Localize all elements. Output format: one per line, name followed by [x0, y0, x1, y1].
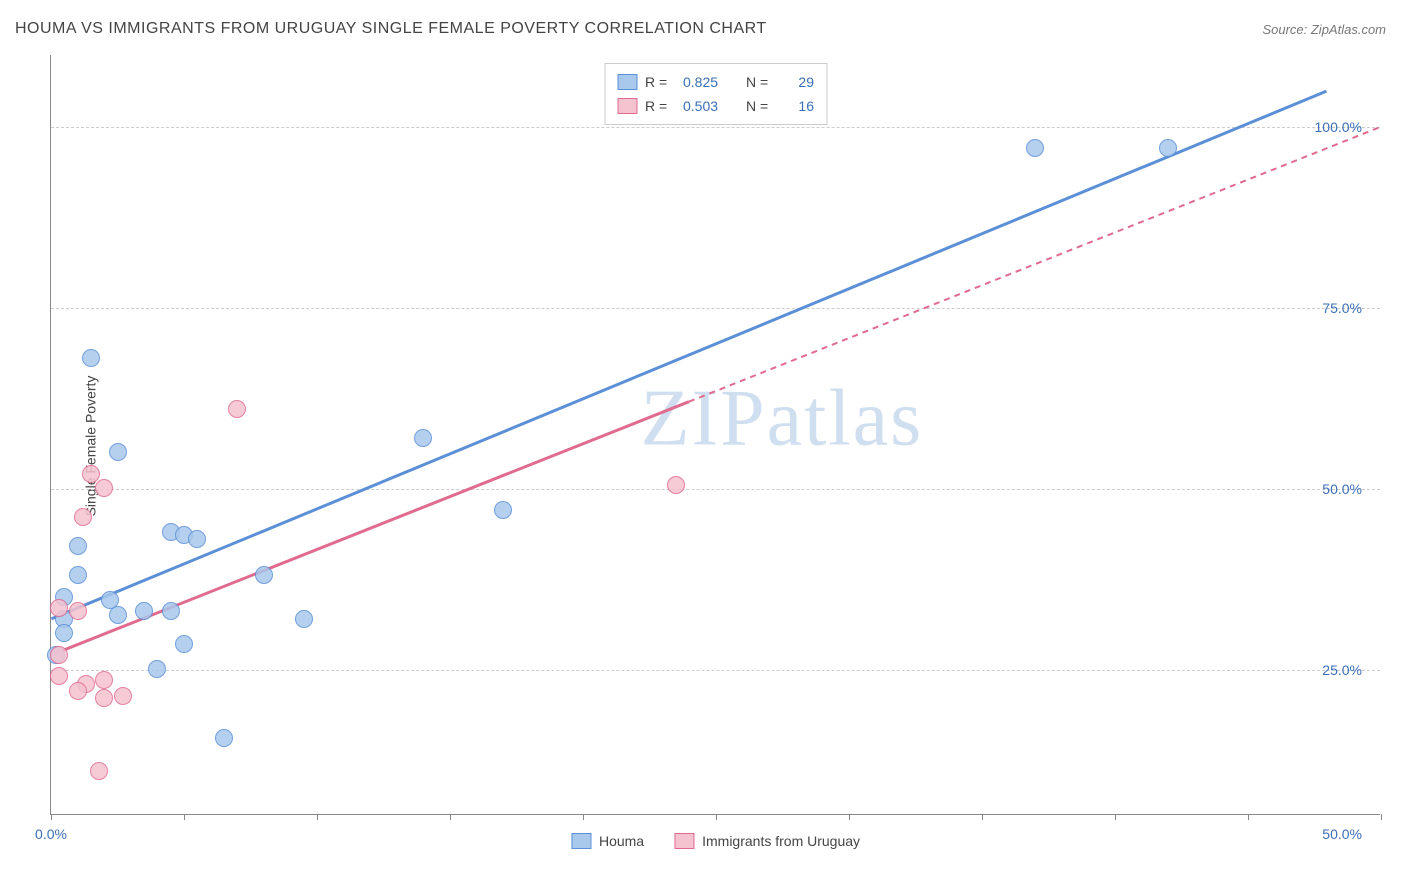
y-tick-label: 100.0%	[1315, 119, 1362, 135]
data-point	[188, 530, 206, 548]
legend-r-label: R =	[645, 74, 675, 90]
gridline	[51, 127, 1380, 128]
data-point	[1026, 139, 1044, 157]
data-point	[74, 508, 92, 526]
chart-title: HOUMA VS IMMIGRANTS FROM URUGUAY SINGLE …	[15, 20, 767, 38]
legend-n-label: N =	[746, 98, 776, 114]
y-tick-label: 50.0%	[1322, 481, 1362, 497]
data-point	[90, 762, 108, 780]
data-point	[50, 599, 68, 617]
data-point	[215, 729, 233, 747]
data-point	[135, 602, 153, 620]
x-tick-mark	[716, 814, 717, 820]
data-point	[175, 635, 193, 653]
regression-lines	[51, 55, 1380, 814]
data-point	[95, 671, 113, 689]
data-point	[1159, 139, 1177, 157]
watermark: ZIPatlas	[641, 374, 924, 465]
gridline	[51, 670, 1380, 671]
legend-r-value: 0.503	[683, 98, 738, 114]
data-point	[95, 479, 113, 497]
data-point	[162, 602, 180, 620]
data-point	[69, 566, 87, 584]
x-tick-mark	[317, 814, 318, 820]
data-point	[50, 646, 68, 664]
legend-row: R = 0.825 N = 29	[617, 70, 814, 94]
data-point	[295, 610, 313, 628]
data-point	[69, 602, 87, 620]
data-point	[114, 687, 132, 705]
x-tick-label: 50.0%	[1322, 826, 1362, 842]
legend-n-value: 29	[784, 74, 814, 90]
data-point	[255, 566, 273, 584]
x-tick-mark	[583, 814, 584, 820]
legend-series: Houma Immigrants from Uruguay	[571, 833, 860, 849]
x-tick-label: 0.0%	[35, 826, 67, 842]
gridline	[51, 489, 1380, 490]
x-tick-mark	[1115, 814, 1116, 820]
data-point	[148, 660, 166, 678]
y-tick-label: 75.0%	[1322, 300, 1362, 316]
legend-swatch	[674, 833, 694, 849]
legend-item: Houma	[571, 833, 644, 849]
plot-area: ZIPatlas 25.0%50.0%75.0%100.0% 0.0%50.0%…	[50, 55, 1380, 815]
legend-swatch	[571, 833, 591, 849]
data-point	[95, 689, 113, 707]
data-point	[667, 476, 685, 494]
x-tick-mark	[184, 814, 185, 820]
data-point	[82, 465, 100, 483]
data-point	[228, 400, 246, 418]
legend-item: Immigrants from Uruguay	[674, 833, 860, 849]
data-point	[109, 443, 127, 461]
legend-row: R = 0.503 N = 16	[617, 94, 814, 118]
x-tick-mark	[450, 814, 451, 820]
legend-n-label: N =	[746, 74, 776, 90]
data-point	[69, 682, 87, 700]
legend-r-label: R =	[645, 98, 675, 114]
legend-correlation: R = 0.825 N = 29 R = 0.503 N = 16	[604, 63, 827, 125]
data-point	[82, 349, 100, 367]
source-label: Source: ZipAtlas.com	[1262, 22, 1386, 37]
data-point	[494, 501, 512, 519]
legend-n-value: 16	[784, 98, 814, 114]
legend-label: Immigrants from Uruguay	[702, 833, 860, 849]
legend-r-value: 0.825	[683, 74, 738, 90]
data-point	[414, 429, 432, 447]
x-tick-mark	[1381, 814, 1382, 820]
legend-swatch	[617, 98, 637, 114]
data-point	[50, 667, 68, 685]
x-tick-mark	[51, 814, 52, 820]
y-tick-label: 25.0%	[1322, 662, 1362, 678]
x-tick-mark	[849, 814, 850, 820]
x-tick-mark	[1248, 814, 1249, 820]
legend-swatch	[617, 74, 637, 90]
gridline	[51, 308, 1380, 309]
data-point	[69, 537, 87, 555]
data-point	[109, 606, 127, 624]
data-point	[55, 624, 73, 642]
legend-label: Houma	[599, 833, 644, 849]
x-tick-mark	[982, 814, 983, 820]
